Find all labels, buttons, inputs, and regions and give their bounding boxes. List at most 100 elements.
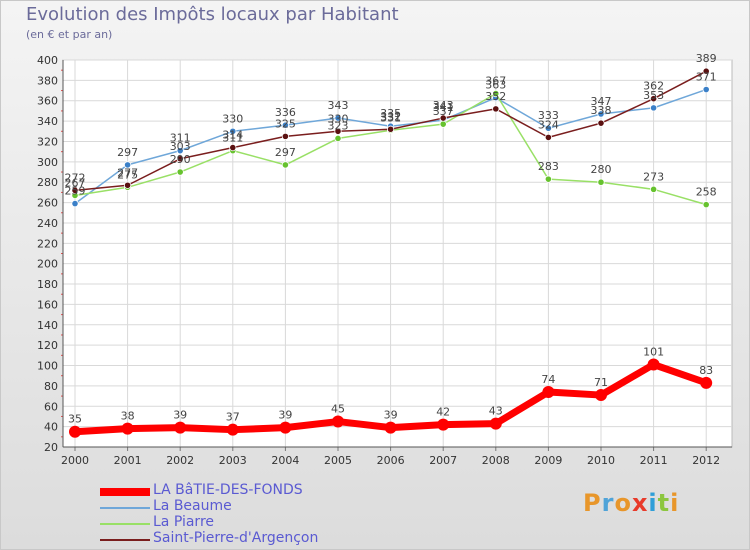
data-label: 311 bbox=[170, 132, 191, 145]
y-tick-label: 40 bbox=[44, 421, 58, 434]
data-label: 324 bbox=[538, 118, 559, 131]
y-tick-label: 20 bbox=[44, 441, 58, 454]
data-point bbox=[544, 133, 553, 141]
data-label: 39 bbox=[278, 409, 292, 422]
x-tick-label: 2011 bbox=[640, 454, 668, 467]
data-label: 39 bbox=[173, 409, 187, 422]
data-point bbox=[384, 421, 397, 434]
y-tick-label: 200 bbox=[37, 258, 58, 271]
data-point bbox=[71, 186, 79, 194]
data-label: 341 bbox=[433, 101, 454, 114]
data-point bbox=[544, 175, 553, 183]
data-label: 280 bbox=[591, 163, 612, 176]
x-tick-label: 2009 bbox=[534, 454, 562, 467]
data-label: 39 bbox=[384, 409, 398, 422]
data-label: 38 bbox=[121, 410, 135, 423]
data-point bbox=[229, 127, 237, 135]
x-tick-label: 2008 bbox=[482, 454, 510, 467]
legend-swatch bbox=[100, 488, 150, 496]
data-point bbox=[649, 185, 658, 193]
data-point bbox=[702, 201, 710, 209]
data-point bbox=[226, 423, 239, 436]
data-label: 353 bbox=[643, 89, 664, 102]
data-point bbox=[649, 95, 658, 103]
data-point bbox=[124, 161, 132, 169]
data-point bbox=[492, 90, 500, 98]
y-tick-label: 120 bbox=[37, 339, 58, 352]
y-tick-label: 140 bbox=[37, 319, 58, 332]
y-tick-label: 240 bbox=[37, 217, 58, 230]
data-point bbox=[121, 422, 134, 435]
chart-subtitle: (en € et par an) bbox=[26, 28, 113, 41]
data-label: 35 bbox=[68, 413, 82, 426]
data-label: 323 bbox=[328, 119, 349, 132]
data-label: 37 bbox=[226, 411, 240, 424]
data-point bbox=[279, 421, 292, 434]
data-label: 259 bbox=[65, 185, 86, 198]
chart-title: Evolution des Impôts locaux par Habitant bbox=[26, 4, 399, 25]
logo-letter: r bbox=[601, 489, 615, 517]
data-label: 258 bbox=[696, 186, 717, 199]
data-point bbox=[597, 110, 605, 118]
data-label: 74 bbox=[541, 373, 555, 386]
data-point bbox=[176, 155, 184, 163]
data-label: 314 bbox=[222, 129, 243, 142]
data-label: 297 bbox=[275, 146, 296, 159]
data-label: 277 bbox=[117, 166, 138, 179]
logo-letter: x bbox=[631, 489, 649, 517]
data-label: 83 bbox=[699, 364, 713, 377]
x-tick-label: 2005 bbox=[324, 454, 352, 467]
data-point bbox=[334, 114, 342, 122]
data-label: 347 bbox=[591, 95, 612, 108]
data-point bbox=[71, 199, 79, 208]
data-label: 338 bbox=[591, 104, 612, 117]
x-tick-label: 2010 bbox=[587, 454, 615, 467]
data-point bbox=[702, 67, 710, 75]
legend-label: LA BâTIE-DES-FONDS bbox=[153, 482, 303, 498]
data-point bbox=[281, 121, 289, 129]
data-point bbox=[437, 418, 450, 431]
data-label: 267 bbox=[65, 176, 86, 189]
data-point bbox=[124, 181, 132, 189]
legend-swatch bbox=[100, 539, 150, 541]
y-tick-label: 60 bbox=[44, 400, 58, 413]
y-tick-label: 280 bbox=[37, 176, 58, 189]
data-point bbox=[489, 417, 502, 430]
logo-letter: i bbox=[648, 489, 658, 517]
y-tick-label: 400 bbox=[37, 54, 58, 67]
data-label: 362 bbox=[643, 80, 664, 93]
data-point bbox=[386, 125, 395, 133]
data-label: 363 bbox=[485, 79, 506, 92]
logo-letter: i bbox=[670, 489, 680, 517]
y-tick-label: 160 bbox=[37, 298, 58, 311]
data-label: 45 bbox=[331, 403, 345, 416]
data-point bbox=[334, 134, 342, 143]
x-tick-label: 2001 bbox=[114, 454, 142, 467]
data-label: 297 bbox=[117, 146, 138, 159]
data-label: 389 bbox=[696, 52, 717, 65]
data-label: 371 bbox=[696, 71, 717, 84]
data-label: 343 bbox=[328, 99, 349, 112]
data-point bbox=[439, 114, 447, 122]
data-point bbox=[702, 85, 710, 94]
data-point bbox=[176, 168, 184, 176]
data-label: 325 bbox=[275, 117, 296, 130]
x-tick-label: 2012 bbox=[692, 454, 720, 467]
data-label: 283 bbox=[538, 160, 559, 173]
data-label: 101 bbox=[643, 346, 664, 359]
logo-letter: t bbox=[657, 489, 671, 517]
data-label: 273 bbox=[643, 170, 664, 183]
legend-swatch bbox=[100, 507, 150, 509]
logo-letter: o bbox=[614, 489, 632, 517]
x-tick-label: 2004 bbox=[271, 454, 299, 467]
data-point bbox=[597, 119, 605, 127]
legend-swatch bbox=[100, 523, 150, 525]
logo-letter: P bbox=[583, 489, 602, 517]
legend-label: La Piarre bbox=[153, 514, 215, 530]
y-tick-label: 80 bbox=[44, 380, 58, 393]
x-tick-label: 2003 bbox=[219, 454, 247, 467]
y-tick-label: 380 bbox=[37, 74, 58, 87]
y-tick-label: 340 bbox=[37, 115, 58, 128]
data-label: 272 bbox=[65, 171, 86, 184]
data-label: 331 bbox=[380, 111, 401, 124]
